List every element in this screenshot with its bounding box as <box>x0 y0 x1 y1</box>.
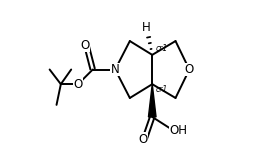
Text: H: H <box>142 21 151 34</box>
Polygon shape <box>148 84 156 117</box>
Text: O: O <box>80 39 89 52</box>
Text: cr1: cr1 <box>156 85 168 94</box>
Text: O: O <box>185 63 194 76</box>
Text: O: O <box>73 78 83 91</box>
Text: N: N <box>111 63 120 76</box>
Text: cr1: cr1 <box>156 44 168 53</box>
Text: OH: OH <box>169 124 187 137</box>
Text: O: O <box>139 133 148 146</box>
